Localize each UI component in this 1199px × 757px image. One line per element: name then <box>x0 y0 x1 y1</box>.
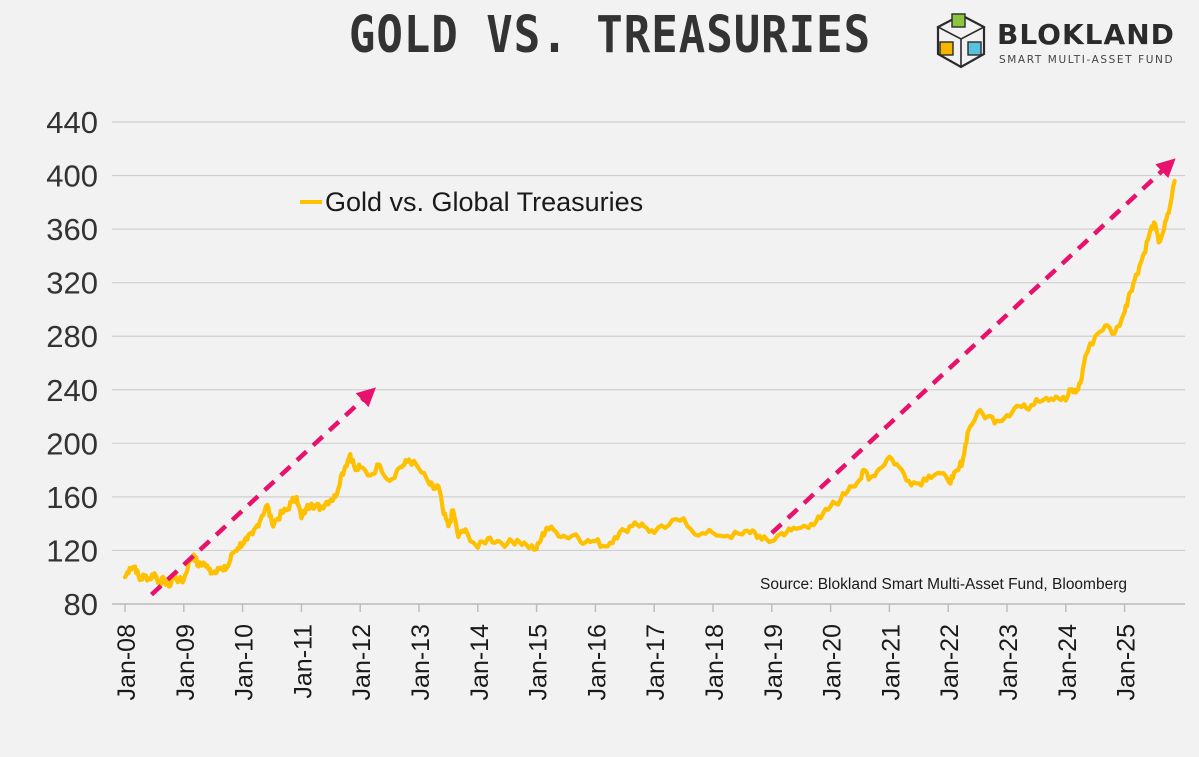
logo-name: BLOKLAND <box>997 18 1175 51</box>
x-tick-label: Jan-20 <box>819 624 847 700</box>
x-tick-label: Jan-17 <box>642 624 670 700</box>
cube-logo-icon <box>936 13 986 69</box>
x-tick-label: Jan-24 <box>1054 624 1082 701</box>
x-tick-label: Jan-22 <box>936 624 964 700</box>
x-tick-label: Jan-09 <box>172 624 200 700</box>
y-tick-label: 160 <box>46 480 98 515</box>
x-tick-label: Jan-19 <box>760 624 788 700</box>
x-tick-label: Jan-25 <box>1113 624 1141 700</box>
y-tick-label: 120 <box>46 533 98 568</box>
trend-arrow-2 <box>770 158 1176 535</box>
y-tick-label: 80 <box>64 587 98 622</box>
y-tick-label: 240 <box>46 373 98 408</box>
y-tick-label: 200 <box>46 426 98 461</box>
trend-arrow-1 <box>149 387 376 597</box>
x-tick-label: Jan-12 <box>348 624 376 700</box>
x-tick-label: Jan-16 <box>583 624 611 700</box>
x-tick-label: Jan-23 <box>995 624 1023 700</box>
blokland-logo: BLOKLAND SMART MULTI-ASSET FUND <box>932 12 1192 74</box>
y-tick-label: 280 <box>46 319 98 354</box>
source-annotation: Source: Blokland Smart Multi-Asset Fund,… <box>760 576 1127 593</box>
y-tick-label: 320 <box>46 266 98 301</box>
x-tick-label: Jan-13 <box>407 624 435 700</box>
logo-tagline: SMART MULTI-ASSET FUND <box>999 54 1175 66</box>
x-tick-label: Jan-08 <box>113 624 141 700</box>
x-tick-label: Jan-21 <box>877 624 905 700</box>
series-line-gold-vs-global-treasuries <box>122 178 1177 589</box>
series-layer <box>122 178 1177 589</box>
y-tick-label: 360 <box>46 212 98 247</box>
y-tick-label: 440 <box>46 105 98 140</box>
legend: Gold vs. Global Treasuries <box>300 187 643 217</box>
page-title: GOLD VS. TREASURIES <box>348 6 872 65</box>
x-tick-label: Jan-14 <box>466 624 494 701</box>
x-tick-label: Jan-15 <box>525 624 553 700</box>
x-axis: Jan-08 Jan-09 Jan-10 Jan-11 Jan-12 Jan-13 Jan-… <box>112 603 1185 701</box>
trend-arrows <box>149 158 1176 597</box>
y-axis: 80 120 160 200 240 280 320 360 400 440 <box>46 105 98 622</box>
x-tick-label: Jan-18 <box>701 624 729 700</box>
x-tick-label: Jan-11 <box>289 624 317 699</box>
y-tick-label: 400 <box>46 159 98 194</box>
legend-label: Gold vs. Global Treasuries <box>325 187 643 217</box>
x-tick-label: Jan-10 <box>231 624 259 700</box>
